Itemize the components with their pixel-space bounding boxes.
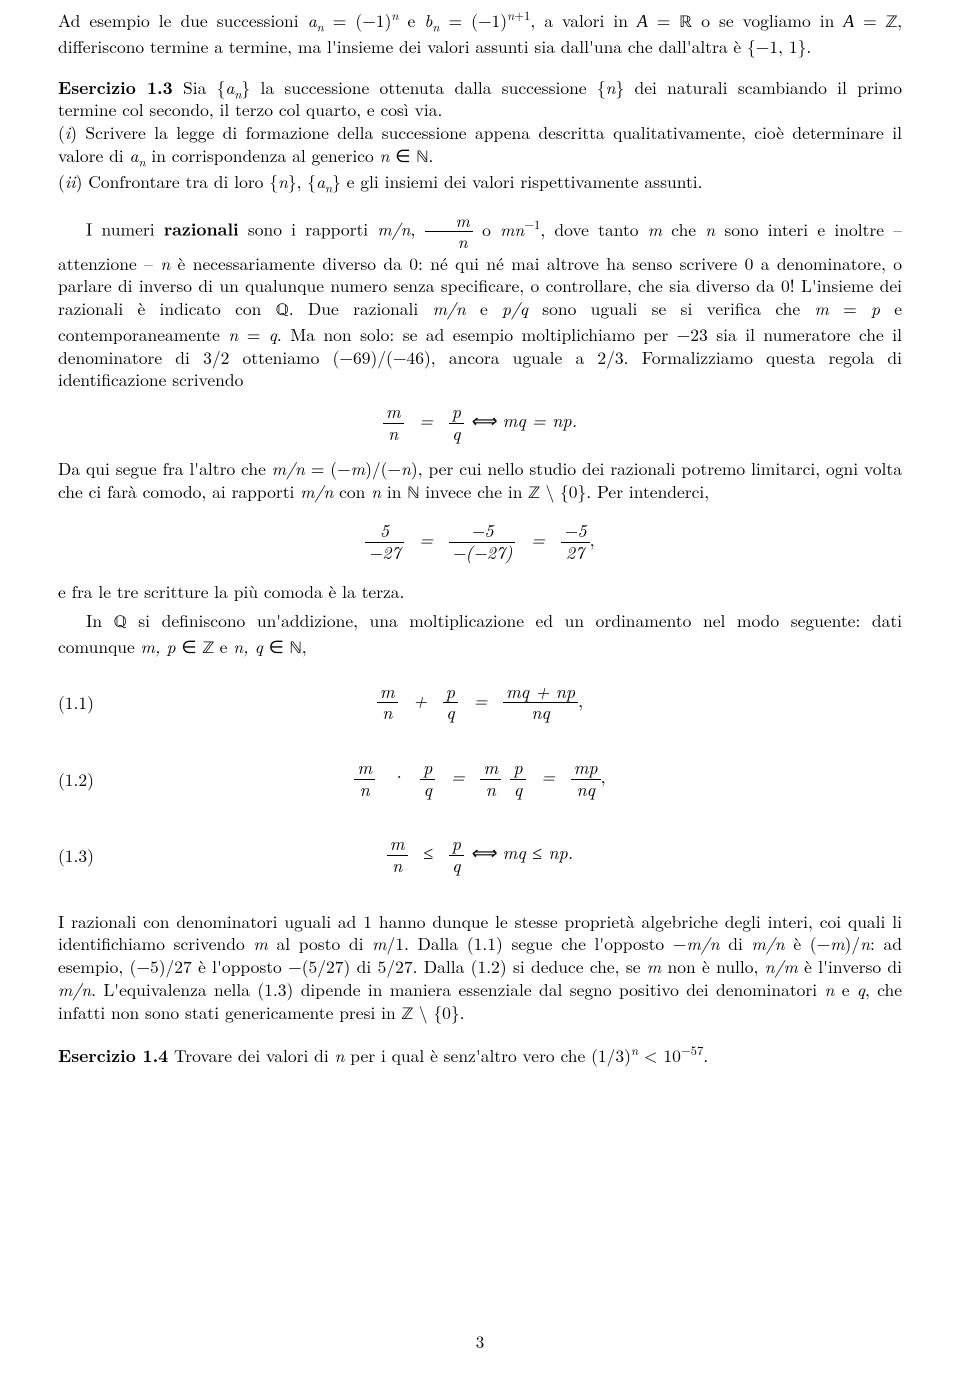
esercizio-1-3-label: Esercizio 1.3 xyxy=(58,75,173,100)
esercizio-1-3-text: Sia {an} la successione ottenuta dalla s… xyxy=(58,75,902,123)
equation-1-1-number: (1.1) xyxy=(58,690,118,715)
page-number: 3 xyxy=(0,1329,960,1353)
paragraph-razionali-5: I razionali con denominatori uguali ad 1… xyxy=(58,911,902,1028)
display-equation-equality: mn = pq ⟺ mq = np. xyxy=(58,402,902,444)
display-equation-5-27: 5−27 = −5−(−27) = −527, xyxy=(58,521,902,563)
esercizio-1-4: Esercizio 1.4 Trovare dei valori di n pe… xyxy=(58,1045,902,1068)
iff-text: ⟺ mq = np. xyxy=(470,408,577,433)
text-c: sono i rapporti m/n, xyxy=(239,217,425,242)
equation-1-1: (1.1) mn + pq = mq + npnq, xyxy=(58,682,902,724)
text-a: I numeri xyxy=(86,217,164,242)
paragraph-razionali-3: e fra le tre scritture la più comoda è l… xyxy=(58,581,902,604)
page: Ad esempio le due successioni an = (−1)n… xyxy=(0,0,960,1383)
esercizio-1-4-text: Trovare dei valori di n per i qual è sen… xyxy=(168,1043,708,1068)
paragraph-razionali-4: In ℚ si definiscono un'addizione, una mo… xyxy=(58,610,902,662)
equation-1-3: (1.3) mn ≤ pq ⟺ mq ≤ np. xyxy=(58,834,902,876)
esercizio-1-3-item-i: (i) Scrivere la legge di formazione dell… xyxy=(58,120,902,168)
equation-1-1-body: mn + pq = mq + npnq, xyxy=(118,682,842,724)
equation-1-2-body: mn · pq = mn pq = mpnq, xyxy=(118,758,842,800)
equation-1-3-number: (1.3) xyxy=(58,843,118,868)
paragraph-intro: Ad esempio le due successioni an = (−1)n… xyxy=(58,10,902,59)
equation-1-2-number: (1.2) xyxy=(58,767,118,792)
equation-1-3-body: mn ≤ pq ⟺ mq ≤ np. xyxy=(118,834,842,876)
equation-1-2: (1.2) mn · pq = mn pq = mpnq, xyxy=(58,758,902,800)
text-d: o mn−1, dove tanto m che n sono interi e… xyxy=(58,217,902,393)
iff-text-13: ⟺ mq ≤ np. xyxy=(470,840,573,865)
paragraph-razionali-2: Da qui segue fra l'altro che m/n = (−m)/… xyxy=(58,458,902,507)
text-razionali: razionali xyxy=(164,217,239,242)
paragraph-razionali-1: I numeri razionali sono i rapporti m/n, … xyxy=(58,211,902,392)
esercizio-1-3-item-ii: (ii) Confrontare tra di loro {n}, {an} e… xyxy=(58,169,702,194)
esercizio-1-4-label: Esercizio 1.4 xyxy=(58,1043,168,1068)
esercizio-1-3: Esercizio 1.3 Sia {an} la successione ot… xyxy=(58,77,902,194)
